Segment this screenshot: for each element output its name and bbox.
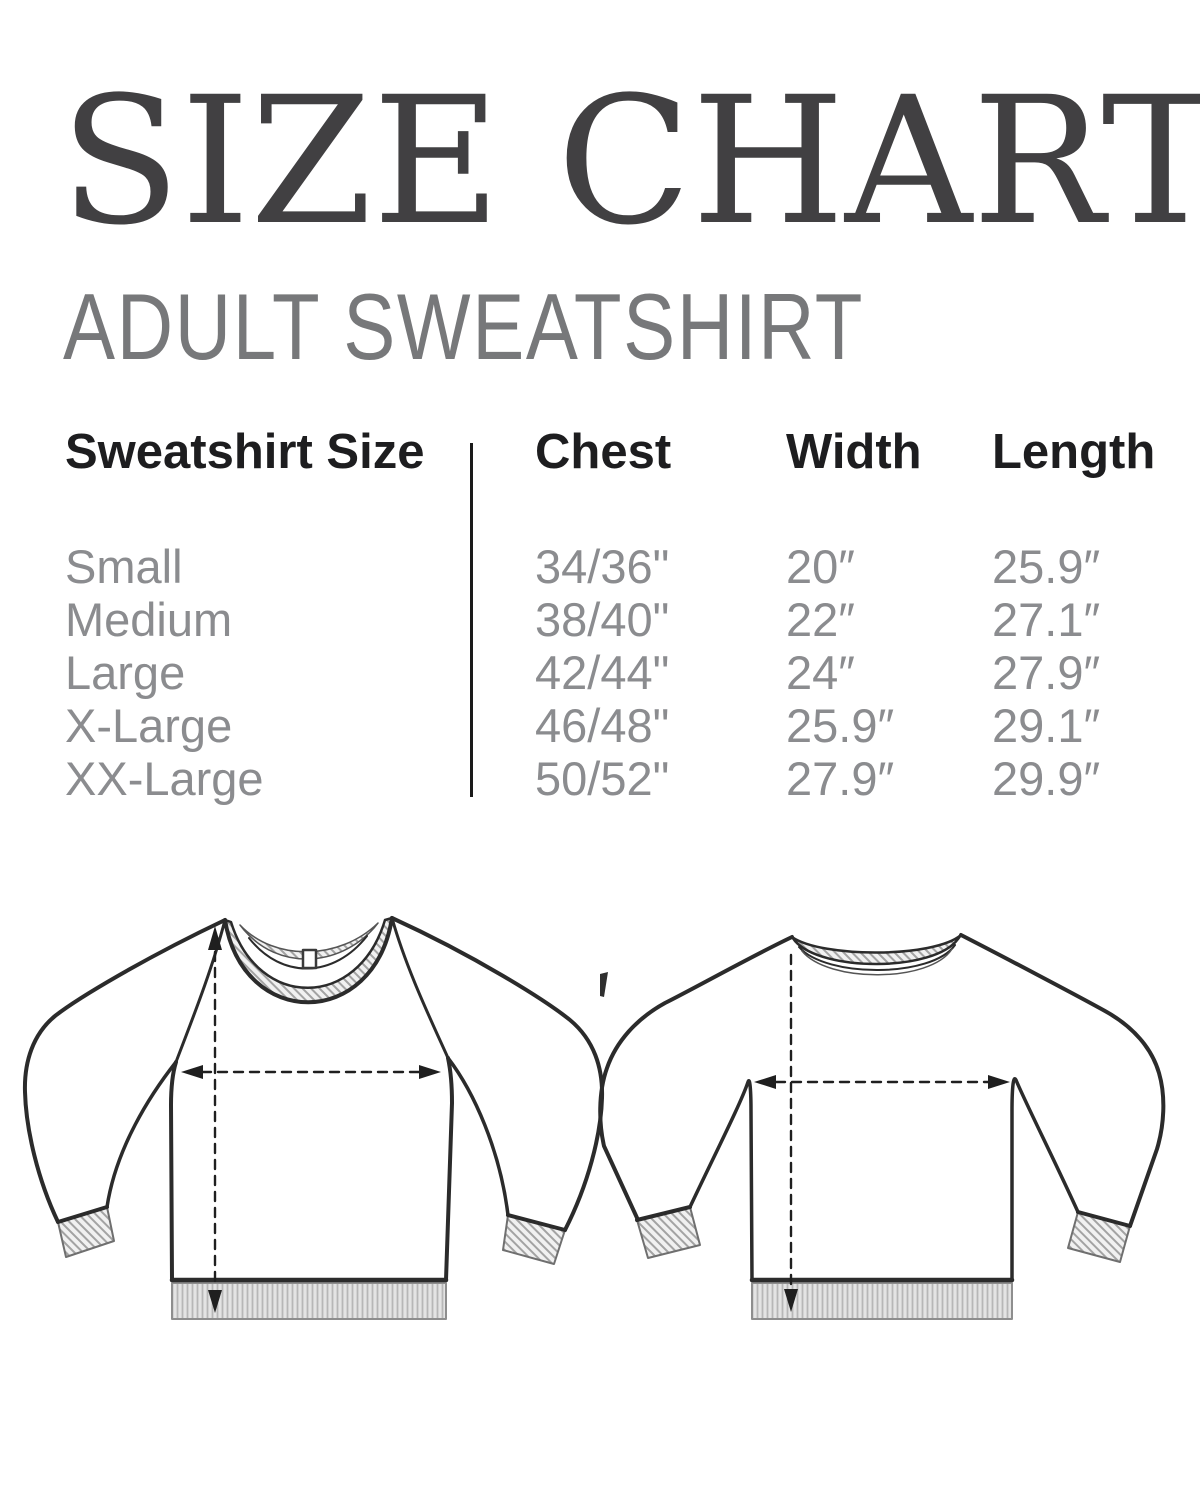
back-width-measure-line	[754, 1075, 1010, 1089]
front-back-neck-ribbing	[239, 922, 379, 960]
width-arrow-left-icon	[754, 1075, 776, 1089]
length-arrow-down-icon	[208, 1290, 222, 1313]
width-arrow-right-icon	[419, 1065, 441, 1079]
front-right-cuff-seam	[506, 1213, 567, 1232]
back-left-body-edge	[688, 1078, 754, 1282]
cell-chest: 46/48"	[535, 699, 670, 752]
cell-size: Small	[65, 540, 183, 593]
cell-width: 24″	[786, 646, 855, 699]
cell-chest: 50/52"	[535, 752, 670, 805]
length-arrow-up-icon	[208, 926, 222, 950]
cell-width: 20″	[786, 540, 855, 593]
cell-length: 25.9″	[992, 540, 1101, 593]
table-row-x-large: X-Large 46/48" 25.9″ 29.1″	[0, 702, 1200, 758]
back-length-measure-line	[784, 953, 798, 1312]
front-hem-ribbing	[171, 1282, 447, 1320]
table-row-large: Large 42/44" 24″ 27.9″	[0, 649, 1200, 705]
front-right-sleeve-underside	[446, 1056, 510, 1217]
ink-mark	[600, 972, 608, 997]
front-neck-outer-edge	[223, 916, 394, 1005]
front-sweatshirt-diagram	[22, 916, 605, 1320]
back-left-sleeve-outline	[598, 935, 794, 1222]
front-left-body-edge	[169, 1060, 178, 1282]
table-row-medium: Medium 38/40" 22″ 27.1″	[0, 596, 1200, 652]
back-neck-seam-2	[801, 948, 953, 976]
column-header-length: Length	[992, 425, 1156, 479]
page-subtitle: ADULT SWEATSHIRT	[63, 274, 865, 379]
front-left-raglan-seam	[174, 918, 227, 1064]
cell-chest: 42/44"	[535, 646, 670, 699]
table-row-small: Small 34/36" 20″ 25.9″	[0, 543, 1200, 599]
cell-size: Medium	[65, 593, 233, 646]
back-right-body-edge	[1010, 1077, 1080, 1282]
back-left-cuff-seam	[635, 1205, 692, 1222]
back-left-cuff	[636, 1206, 701, 1259]
table-header-row: Sweatshirt Size Chest Width Length	[0, 428, 1200, 484]
cell-length: 27.9″	[992, 646, 1101, 699]
back-right-cuff-seam	[1076, 1210, 1132, 1228]
length-arrow-down-icon	[784, 1289, 798, 1312]
cell-chest: 38/40"	[535, 593, 670, 646]
back-right-sleeve-outline	[959, 933, 1166, 1228]
cell-size: XX-Large	[65, 752, 264, 805]
table-column-divider	[470, 443, 473, 797]
cell-chest: 34/36"	[535, 540, 670, 593]
back-neck-ribbing	[790, 933, 963, 966]
back-neck-seam-1	[798, 944, 956, 971]
table-row-xx-large: XX-Large 50/52" 27.9″ 29.9″	[0, 755, 1200, 811]
cell-width: 22″	[786, 593, 855, 646]
cell-length: 29.9″	[992, 752, 1101, 805]
width-arrow-left-icon	[181, 1065, 203, 1079]
cell-size: Large	[65, 646, 186, 699]
front-left-cuff-seam	[56, 1205, 109, 1224]
column-header-size: Sweatshirt Size	[65, 425, 425, 479]
cell-length: 27.1″	[992, 593, 1101, 646]
size-table: Sweatshirt Size Chest Width Length Small…	[0, 428, 1200, 811]
front-left-sleeve-underside	[105, 1060, 178, 1209]
front-right-sleeve-outline	[390, 916, 605, 1232]
front-right-body-edge	[444, 1056, 454, 1282]
page-title: SIZE CHART	[60, 59, 1200, 264]
back-sweatshirt-diagram	[598, 933, 1166, 1320]
front-right-raglan-seam	[390, 916, 450, 1060]
front-length-measure-line	[208, 926, 222, 1313]
width-arrow-right-icon	[988, 1075, 1010, 1089]
cell-length: 29.1″	[992, 699, 1101, 752]
front-left-sleeve-outline	[22, 918, 227, 1224]
neck-tag	[301, 948, 318, 970]
sweatshirt-measurement-diagram	[22, 916, 1166, 1320]
column-header-width: Width	[786, 425, 922, 479]
front-width-measure-line	[181, 1065, 441, 1079]
column-header-chest: Chest	[535, 425, 672, 479]
cell-size: X-Large	[65, 699, 233, 752]
cell-width: 27.9″	[786, 752, 895, 805]
cell-width: 25.9″	[786, 699, 895, 752]
